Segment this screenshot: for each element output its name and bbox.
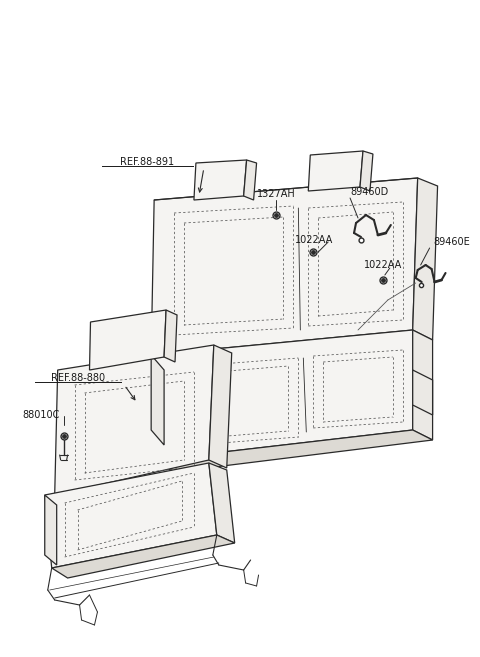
Polygon shape: [89, 310, 166, 370]
Polygon shape: [151, 330, 413, 460]
Text: 89460D: 89460D: [350, 187, 388, 197]
Polygon shape: [45, 463, 217, 568]
Text: 1022AA: 1022AA: [295, 235, 334, 245]
Polygon shape: [151, 178, 418, 355]
Polygon shape: [308, 151, 363, 191]
Polygon shape: [194, 160, 247, 200]
Polygon shape: [45, 495, 57, 565]
Polygon shape: [360, 151, 373, 191]
Polygon shape: [164, 310, 177, 362]
Polygon shape: [244, 160, 257, 200]
Text: 89460E: 89460E: [433, 237, 470, 247]
Polygon shape: [413, 370, 432, 415]
Polygon shape: [154, 430, 432, 472]
Text: REF.88-891: REF.88-891: [120, 157, 174, 167]
Polygon shape: [52, 535, 235, 578]
Polygon shape: [209, 463, 235, 543]
Text: 1327AH: 1327AH: [257, 189, 296, 199]
Polygon shape: [413, 178, 438, 340]
Text: 88010C: 88010C: [22, 410, 59, 420]
Text: 1022AA: 1022AA: [364, 260, 402, 270]
Polygon shape: [55, 345, 214, 495]
Polygon shape: [151, 355, 164, 445]
Polygon shape: [209, 345, 232, 468]
Text: REF.88-880: REF.88-880: [50, 373, 105, 383]
Polygon shape: [413, 330, 432, 440]
